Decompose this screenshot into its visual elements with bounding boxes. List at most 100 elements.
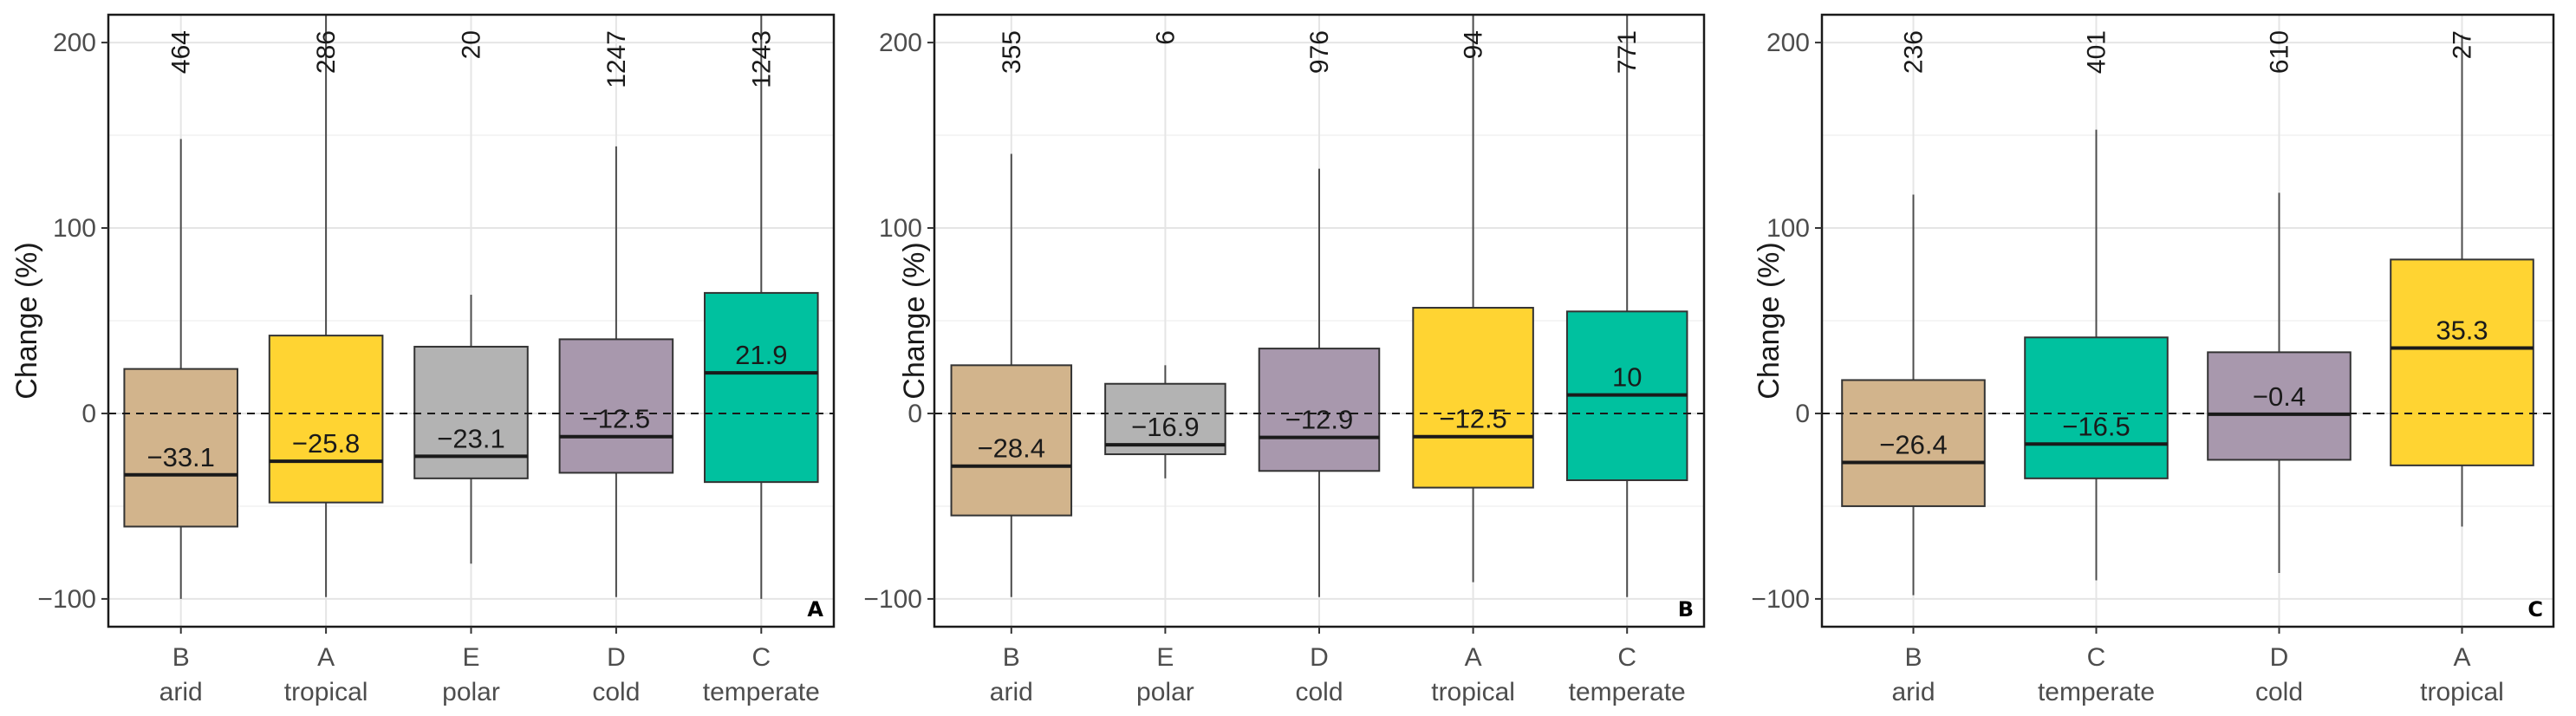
median-label: −16.9	[1131, 412, 1199, 442]
panel-border	[1820, 13, 2555, 628]
sample-count: 286	[312, 30, 341, 74]
median-label: −12.9	[1285, 405, 1353, 435]
x-tick-label-name: temperate	[703, 678, 820, 706]
box-iqr	[123, 368, 238, 528]
median-label: 21.9	[735, 340, 787, 370]
x-tick-label-code: B	[172, 643, 190, 672]
box-iqr	[1841, 379, 1986, 507]
y-tick-label: 100	[1766, 214, 1810, 243]
sample-count: 6	[1151, 30, 1180, 45]
panel-tag-label: B	[1678, 597, 1694, 622]
box-iqr	[2207, 351, 2352, 461]
x-tick-label-name: polar	[442, 678, 500, 706]
box-c-temperate: 21.9 1243	[704, 15, 819, 599]
panel-tag-label: A	[807, 597, 823, 622]
x-tick-label-code: C	[2087, 643, 2106, 672]
median-label: 10	[1612, 362, 1642, 393]
box-d-cold: −12.9 976	[1258, 30, 1381, 597]
sample-count: 610	[2266, 30, 2294, 74]
x-tick-label-code: E	[462, 643, 479, 672]
box-iqr	[2390, 258, 2534, 466]
y-tick-label: 200	[53, 29, 96, 57]
box-iqr	[1412, 307, 1534, 489]
median-label: −16.5	[2062, 411, 2130, 441]
box-b-arid: −26.4 236	[1841, 30, 1986, 596]
x-tick-label-name: tropical	[1431, 678, 1515, 706]
box-iqr	[1258, 348, 1381, 472]
box-iqr	[2024, 336, 2169, 479]
x-tick-label-name: temperate	[1569, 678, 1686, 706]
x-tick-label-name: tropical	[2420, 678, 2504, 706]
y-tick-label: 200	[1766, 29, 1810, 57]
y-axis-title: Change (%)	[898, 242, 931, 399]
y-tick-label: −100	[37, 585, 96, 614]
x-tick-label-code: B	[1904, 643, 1922, 672]
box-iqr	[950, 364, 1073, 517]
panel-c: −26.4 236 −16.5 401 −0.4 610 35.3 27 −100 0 100 200…	[1751, 13, 2555, 706]
median-label: −0.4	[2253, 381, 2306, 412]
box-a-tropical: −25.8 286	[268, 15, 384, 597]
x-tick-label-name: arid	[159, 678, 203, 706]
sample-count: 1247	[602, 30, 631, 88]
x-tick-label-code: D	[1310, 643, 1329, 672]
box-e-polar: −16.9 6	[1104, 30, 1226, 478]
x-tick-label-name: cold	[2255, 678, 2303, 706]
y-tick-label: −100	[863, 585, 922, 614]
y-tick-label: 0	[81, 400, 96, 428]
box-a-tropical: 35.3 27	[2390, 30, 2534, 527]
x-tick-label-code: E	[1156, 643, 1174, 672]
y-tick-label: 100	[879, 214, 922, 243]
box-a-tropical: −12.5 94	[1412, 15, 1534, 583]
y-axis-title: Change (%)	[10, 242, 43, 399]
box-c-temperate: 10 771	[1565, 15, 1688, 597]
sample-count: 771	[1613, 30, 1642, 74]
box-iqr	[413, 345, 529, 479]
box-b-arid: −28.4 355	[950, 30, 1073, 597]
x-tick-label-name: cold	[1295, 678, 1343, 706]
median-label: −26.4	[1879, 429, 1947, 459]
x-tick-label-name: temperate	[2038, 678, 2155, 706]
box-iqr	[558, 338, 674, 474]
sample-count: 464	[167, 30, 196, 74]
box-c-temperate: −16.5 401	[2024, 30, 2169, 581]
box-iqr	[1104, 382, 1226, 456]
sample-count: 236	[1900, 30, 1929, 74]
y-axis-title: Change (%)	[1753, 242, 1786, 399]
sample-count: 355	[998, 30, 1026, 74]
box-b-arid: −33.1 464	[123, 30, 238, 599]
x-tick-label-code: D	[2270, 643, 2289, 672]
box-e-polar: −23.1 20	[413, 30, 529, 564]
x-tick-label-name: arid	[990, 678, 1033, 706]
panel-b: −28.4 355 −16.9 6 −12.9 976 −12.5 94 10 771 −100 0 1…	[863, 13, 1706, 706]
panel-a: −33.1 464 −25.8 286 −23.1 20 −12.5 1247 21.9 1243…	[10, 13, 836, 706]
y-tick-label: 200	[879, 29, 922, 57]
median-label: −12.5	[1439, 404, 1506, 434]
median-label: −33.1	[146, 442, 214, 472]
x-tick-label-name: polar	[1136, 678, 1194, 706]
x-tick-label-code: A	[1465, 643, 1482, 672]
sample-count: 976	[1305, 30, 1334, 74]
x-tick-label-code: B	[1003, 643, 1020, 672]
sample-count: 1243	[747, 30, 776, 88]
box-d-cold: −12.5 1247	[558, 30, 674, 597]
x-tick-label-code: C	[1617, 643, 1636, 672]
median-label: −12.5	[582, 404, 650, 434]
median-label: 35.3	[2436, 315, 2488, 345]
x-tick-label-code: A	[2453, 643, 2470, 672]
panel-tag-label: C	[2527, 597, 2543, 622]
box-iqr	[268, 335, 384, 504]
x-tick-label-name: cold	[592, 678, 640, 706]
y-tick-label: 0	[1795, 400, 1810, 428]
x-tick-label-name: arid	[1891, 678, 1935, 706]
median-label: −28.4	[978, 433, 1045, 464]
median-label: −25.8	[292, 428, 360, 459]
sample-count: 20	[458, 30, 486, 59]
y-tick-label: −100	[1751, 585, 1810, 614]
y-tick-label: 100	[53, 214, 96, 243]
y-tick-label: 0	[907, 400, 922, 428]
sample-count: 27	[2449, 30, 2477, 59]
box-d-cold: −0.4 610	[2207, 30, 2352, 573]
sample-count: 401	[2083, 30, 2111, 74]
x-tick-label-code: C	[751, 643, 771, 672]
